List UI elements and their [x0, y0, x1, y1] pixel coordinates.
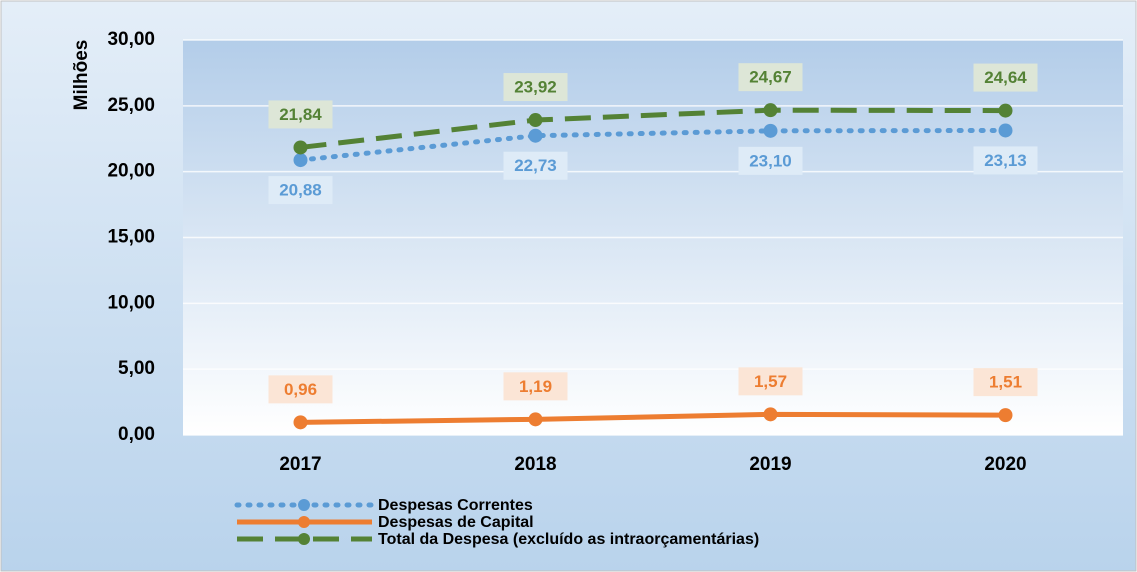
x-tick-label: 2017: [279, 454, 321, 475]
data-point: [763, 407, 778, 422]
legend-label: Despesas de Capital: [378, 514, 534, 531]
data-label: 1,51: [989, 373, 1022, 392]
y-tick-label: 30,00: [107, 29, 155, 50]
data-label-box: [503, 73, 568, 102]
data-label: 0,96: [284, 380, 317, 399]
data-label-box: [738, 367, 803, 396]
data-label-box: [973, 368, 1038, 397]
data-point: [998, 408, 1013, 423]
series-line: [298, 127, 1008, 163]
x-tick-label: 2020: [984, 454, 1026, 475]
data-label-box: [503, 372, 568, 401]
data-label: 20,88: [279, 181, 322, 200]
data-label: 22,73: [514, 156, 557, 175]
data-label-box: [738, 146, 803, 175]
data-label-box: [268, 100, 333, 129]
y-tick-label: 10,00: [107, 292, 155, 313]
data-point: [763, 103, 778, 118]
data-label: 23,10: [749, 151, 792, 170]
data-point: [998, 103, 1013, 118]
data-label-box: [268, 176, 333, 205]
y-axis-label: Milhões: [71, 40, 92, 111]
y-tick-label: 20,00: [107, 161, 155, 182]
data-label-box: [973, 63, 1038, 92]
data-label: 24,67: [749, 68, 792, 87]
data-label: 24,64: [984, 68, 1027, 87]
series-line: [300, 411, 1006, 425]
data-label-box: [503, 151, 568, 180]
data-label: 21,84: [279, 105, 322, 124]
y-tick-label: 15,00: [107, 227, 155, 248]
data-point: [293, 153, 308, 168]
legend-marker: [298, 499, 310, 511]
legend-label: Total da Despesa (excluído as intraorçam…: [378, 531, 759, 548]
data-point: [293, 140, 308, 155]
data-label-box: [973, 146, 1038, 175]
data-point: [293, 415, 308, 430]
data-point: [528, 113, 543, 128]
x-tick-label: 2019: [749, 454, 791, 475]
data-point: [763, 123, 778, 138]
data-point: [528, 128, 543, 143]
x-tick-label: 2018: [514, 454, 556, 475]
data-label: 23,13: [984, 151, 1027, 170]
data-label-box: [738, 63, 803, 92]
y-tick-label: 5,00: [118, 358, 155, 379]
data-label: 23,92: [514, 78, 557, 97]
y-tick-label: 25,00: [107, 95, 155, 116]
legend-marker: [298, 533, 310, 545]
data-label-box: [268, 375, 333, 404]
legend-marker: [298, 516, 310, 528]
data-point: [528, 412, 543, 427]
data-label: 1,57: [754, 372, 787, 391]
data-label: 1,19: [519, 377, 552, 396]
y-tick-label: 0,00: [118, 424, 155, 445]
data-point: [998, 123, 1013, 138]
legend-label: Despesas Correntes: [378, 497, 533, 514]
series-line: [300, 107, 1006, 150]
